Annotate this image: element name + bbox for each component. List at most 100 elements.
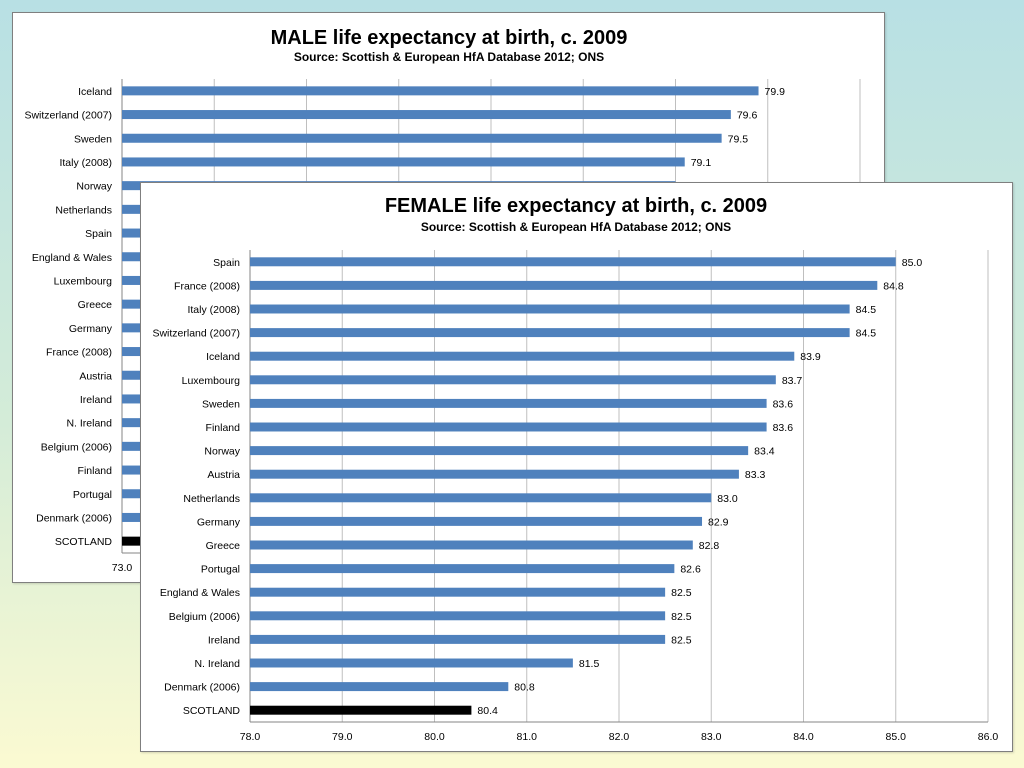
bar <box>250 493 712 503</box>
data-label: 84.5 <box>856 328 877 340</box>
category-label: Iceland <box>78 86 112 98</box>
category-label: SCOTLAND <box>55 536 113 548</box>
bar <box>250 634 666 644</box>
data-label: 85.0 <box>902 257 923 269</box>
category-label: Switzerland (2007) <box>152 328 240 340</box>
x-tick-label: 80.0 <box>424 731 445 743</box>
chart-subtitle: Source: Scottish & European HfA Database… <box>294 50 604 64</box>
data-label: 79.5 <box>728 133 749 145</box>
bar <box>250 328 850 338</box>
category-label: Sweden <box>202 398 240 410</box>
bar <box>250 587 666 597</box>
bar <box>122 157 685 167</box>
bar <box>250 280 878 290</box>
category-label: Portugal <box>73 489 112 501</box>
category-label: England & Wales <box>32 252 112 264</box>
bar <box>250 564 675 574</box>
bar <box>250 422 767 432</box>
data-label: 83.6 <box>773 398 794 410</box>
x-tick-label: 83.0 <box>701 731 722 743</box>
data-label: 83.4 <box>754 446 775 458</box>
category-label: Italy (2008) <box>187 304 240 316</box>
bar <box>250 257 896 267</box>
category-label: Germany <box>69 323 113 335</box>
category-label: Belgium (2006) <box>169 611 240 623</box>
x-tick-label: 81.0 <box>517 731 538 743</box>
data-label: 80.4 <box>477 705 498 717</box>
x-tick-label: 82.0 <box>609 731 630 743</box>
data-label: 82.9 <box>708 516 729 528</box>
bar <box>250 446 749 456</box>
data-label: 83.3 <box>745 469 766 481</box>
category-label: Netherlands <box>55 204 112 216</box>
x-tick-label: 86.0 <box>978 731 999 743</box>
bar <box>250 304 850 314</box>
chart-title: FEMALE life expectancy at birth, c. 2009 <box>385 195 767 217</box>
category-label: Luxembourg <box>54 275 113 287</box>
category-label: Austria <box>79 370 112 382</box>
category-label: Norway <box>204 446 240 458</box>
category-label: Germany <box>197 516 241 528</box>
category-label: N. Ireland <box>66 418 112 430</box>
category-label: Austria <box>207 469 240 481</box>
category-label: Spain <box>85 228 112 240</box>
data-label: 83.6 <box>773 422 794 434</box>
data-label: 82.5 <box>671 634 692 646</box>
category-label: Greece <box>206 540 241 552</box>
category-label: Spain <box>213 257 240 269</box>
data-label: 84.8 <box>883 280 904 292</box>
x-tick-label: 84.0 <box>793 731 814 743</box>
data-label: 83.0 <box>717 493 738 505</box>
category-label: Greece <box>78 299 113 311</box>
bar <box>250 658 573 668</box>
category-label: Ireland <box>80 394 112 406</box>
female-chart: FEMALE life expectancy at birth, c. 2009… <box>152 195 999 743</box>
category-label: SCOTLAND <box>183 705 241 717</box>
data-label: 83.9 <box>800 351 821 363</box>
category-label: Switzerland (2007) <box>24 110 112 122</box>
bar <box>122 110 731 120</box>
bar <box>250 375 776 385</box>
bar-highlight <box>250 705 472 715</box>
bar <box>250 611 666 621</box>
bar <box>122 86 759 96</box>
x-tick-label: 73.0 <box>112 562 133 574</box>
category-label: Portugal <box>201 564 240 576</box>
data-label: 82.6 <box>680 564 701 576</box>
category-label: Luxembourg <box>182 375 241 387</box>
x-tick-label: 78.0 <box>240 731 261 743</box>
chart-title: MALE life expectancy at birth, c. 2009 <box>271 27 628 49</box>
x-tick-label: 85.0 <box>886 731 907 743</box>
bar <box>250 516 703 526</box>
data-label: 82.5 <box>671 611 692 623</box>
data-label: 79.6 <box>737 110 758 122</box>
category-label: Belgium (2006) <box>41 441 112 453</box>
data-label: 82.5 <box>671 587 692 599</box>
category-label: England & Wales <box>160 587 240 599</box>
category-label: Sweden <box>74 133 112 145</box>
bar <box>250 469 739 479</box>
category-label: Finland <box>206 422 241 434</box>
bar <box>250 398 767 408</box>
category-label: Denmark (2006) <box>164 682 240 694</box>
category-label: Iceland <box>206 351 240 363</box>
data-label: 80.8 <box>514 682 535 694</box>
chart-subtitle: Source: Scottish & European HfA Database… <box>421 220 731 234</box>
data-label: 81.5 <box>579 658 600 670</box>
category-label: Denmark (2006) <box>36 512 112 524</box>
data-label: 79.9 <box>765 86 786 98</box>
female-chart-panel: FEMALE life expectancy at birth, c. 2009… <box>140 182 1013 752</box>
bar <box>250 351 795 361</box>
data-label: 79.1 <box>691 157 712 169</box>
category-label: Netherlands <box>183 493 240 505</box>
category-label: Ireland <box>208 634 240 646</box>
data-label: 83.7 <box>782 375 803 387</box>
category-label: N. Ireland <box>194 658 240 670</box>
x-tick-label: 79.0 <box>332 731 353 743</box>
category-label: Norway <box>76 181 112 193</box>
category-label: France (2008) <box>174 280 240 292</box>
bar <box>250 682 509 692</box>
bar <box>122 133 722 143</box>
bar <box>250 540 693 550</box>
category-label: Finland <box>78 465 113 477</box>
